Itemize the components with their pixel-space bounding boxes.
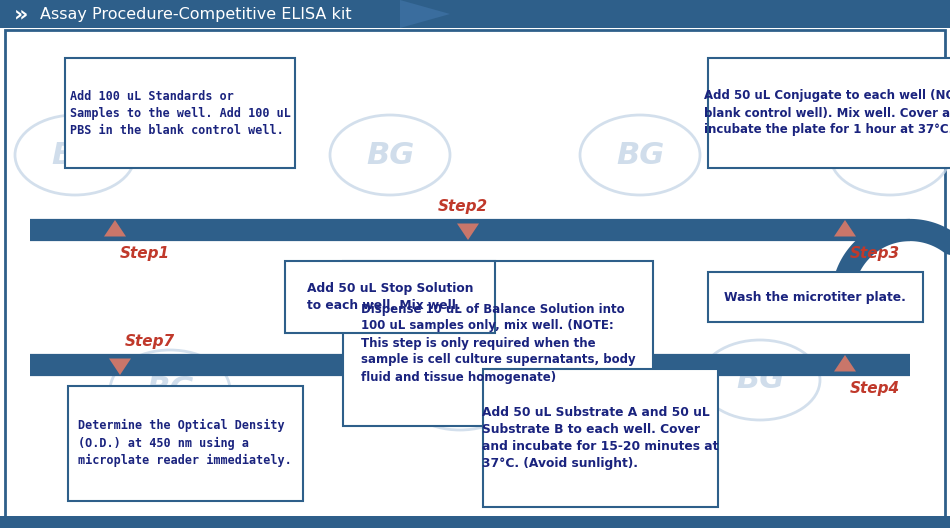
Text: BG: BG — [865, 140, 914, 169]
Bar — [0, 0, 950, 28]
Bar — [483, 369, 717, 507]
Text: BG: BG — [146, 375, 194, 404]
Text: Determine the Optical Density
(O.D.) at 450 nm using a
microplate reader immedia: Determine the Optical Density (O.D.) at … — [78, 419, 292, 467]
Bar — [67, 385, 302, 501]
Bar — [343, 260, 653, 426]
Text: BG: BG — [616, 140, 664, 169]
Bar — [708, 272, 922, 322]
Text: Step1: Step1 — [120, 246, 170, 261]
Text: Add 50 uL Stop Solution
to each well. Mix well.: Add 50 uL Stop Solution to each well. Mi… — [307, 282, 473, 312]
Text: BG: BG — [736, 365, 784, 394]
Polygon shape — [109, 359, 131, 375]
Bar — [708, 58, 950, 168]
Polygon shape — [374, 355, 396, 372]
Polygon shape — [834, 355, 856, 372]
Text: Step3: Step3 — [850, 246, 901, 261]
Bar — [65, 58, 295, 168]
Polygon shape — [834, 220, 856, 237]
Text: Step4: Step4 — [850, 381, 901, 396]
Text: Assay Procedure-Competitive ELISA kit: Assay Procedure-Competitive ELISA kit — [40, 6, 352, 22]
Text: Add 100 uL Standards or
Samples to the well. Add 100 uL
PBS in the blank control: Add 100 uL Standards or Samples to the w… — [69, 90, 291, 137]
Polygon shape — [400, 0, 450, 28]
Polygon shape — [609, 359, 631, 375]
Text: Step5: Step5 — [585, 334, 636, 349]
Text: BG: BG — [366, 140, 414, 169]
Text: BG: BG — [436, 375, 484, 404]
Text: Add 50 uL Substrate A and 50 uL
Substrate B to each well. Cover
and incubate for: Add 50 uL Substrate A and 50 uL Substrat… — [482, 406, 718, 470]
Polygon shape — [457, 223, 479, 240]
Bar — [285, 261, 495, 333]
Text: Step7: Step7 — [125, 334, 175, 349]
Text: Step2: Step2 — [438, 199, 488, 214]
Polygon shape — [104, 220, 126, 237]
Text: Dispense 10 uL of Balance Solution into
100 uL samples only, mix well. (NOTE:
Th: Dispense 10 uL of Balance Solution into … — [361, 303, 636, 383]
Bar — [0, 516, 950, 528]
Text: BG: BG — [51, 140, 99, 169]
Text: Add 50 uL Conjugate to each well (NOT
blank control well). Mix well. Cover and
i: Add 50 uL Conjugate to each well (NOT bl… — [704, 90, 950, 137]
Text: Step6: Step6 — [365, 381, 415, 396]
Text: »: » — [14, 4, 28, 24]
Text: Wash the microtiter plate.: Wash the microtiter plate. — [724, 290, 906, 304]
